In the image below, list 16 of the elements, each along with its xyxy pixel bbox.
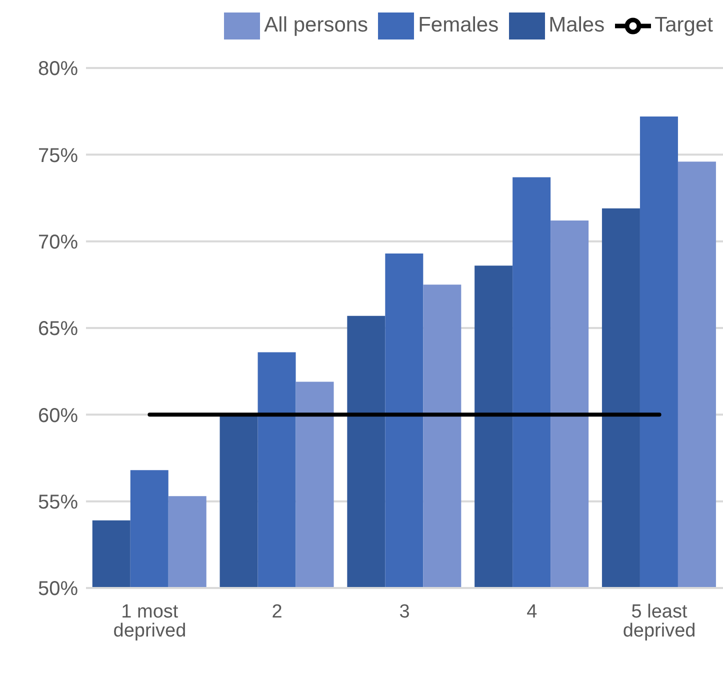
y-tick-label: 60% bbox=[38, 404, 78, 427]
x-tick-label: 5 least deprived bbox=[622, 601, 696, 642]
legend-label: All persons bbox=[264, 14, 368, 37]
x-tick-label: 4 bbox=[526, 601, 538, 622]
x-tick-label: 3 bbox=[399, 601, 410, 622]
y-tick-label: 70% bbox=[38, 231, 78, 254]
y-tick-label: 65% bbox=[38, 318, 78, 340]
x-tick-label: 2 bbox=[272, 601, 282, 622]
y-tick-label: 75% bbox=[38, 144, 78, 167]
legend-label: Females bbox=[418, 14, 499, 37]
y-tick-label: 55% bbox=[38, 491, 78, 514]
y-tick-label: 50% bbox=[38, 578, 78, 600]
legend-label: Target bbox=[654, 14, 713, 37]
y-tick-label: 80% bbox=[38, 58, 78, 80]
legend-label: Males bbox=[548, 14, 605, 37]
x-tick-label: 1 most deprived bbox=[113, 601, 186, 642]
